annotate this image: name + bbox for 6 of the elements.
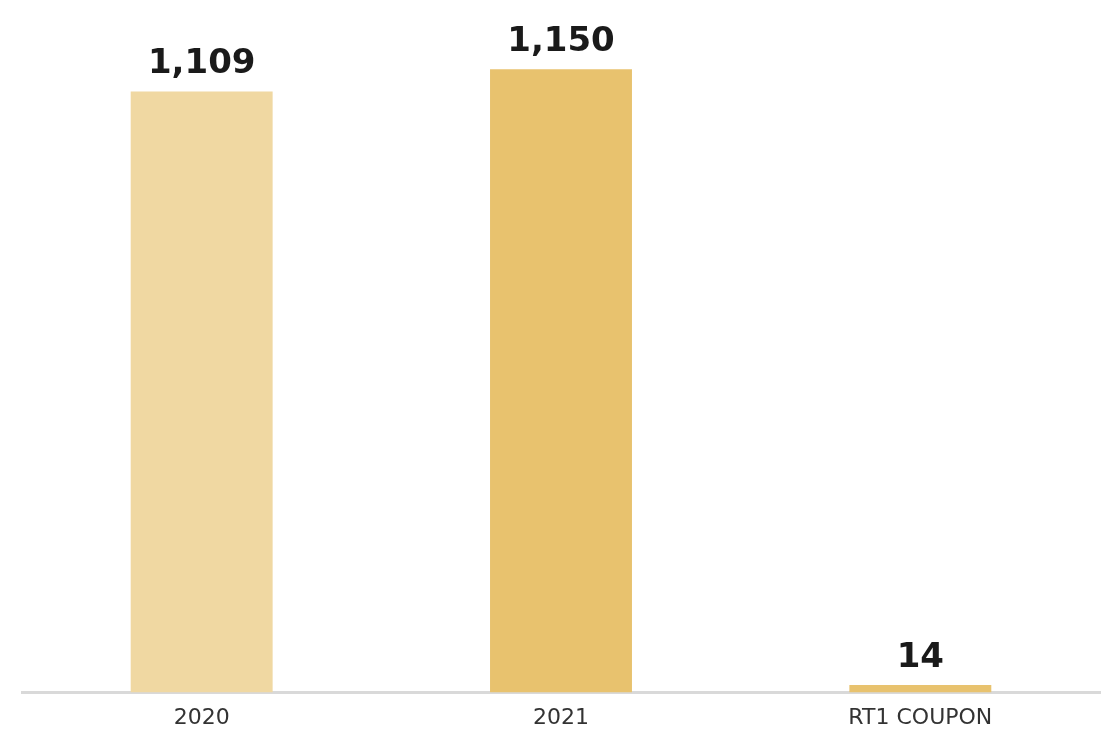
data-label: 14 [896,634,944,675]
x-tick-label: RT1 COUPON [848,703,993,729]
data-label: 1,150 [507,19,615,60]
x-tick-label: 2021 [533,703,589,729]
x-tick-label: 2020 [173,703,230,729]
data-label: 1,109 [147,41,256,82]
